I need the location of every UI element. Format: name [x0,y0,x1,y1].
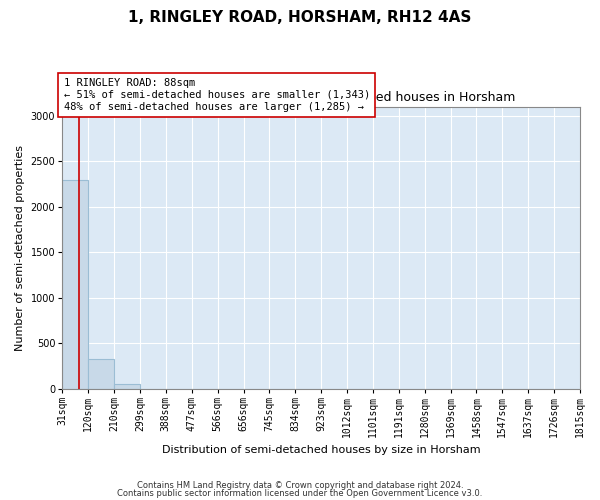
Text: 1, RINGLEY ROAD, HORSHAM, RH12 4AS: 1, RINGLEY ROAD, HORSHAM, RH12 4AS [128,10,472,25]
Title: Size of property relative to semi-detached houses in Horsham: Size of property relative to semi-detach… [127,92,515,104]
X-axis label: Distribution of semi-detached houses by size in Horsham: Distribution of semi-detached houses by … [162,445,481,455]
Text: Contains public sector information licensed under the Open Government Licence v3: Contains public sector information licen… [118,488,482,498]
Bar [62,180,88,388]
Bar [88,358,114,388]
Bar [114,384,140,388]
Text: Contains HM Land Registry data © Crown copyright and database right 2024.: Contains HM Land Registry data © Crown c… [137,481,463,490]
Text: 1 RINGLEY ROAD: 88sqm
← 51% of semi-detached houses are smaller (1,343)
48% of s: 1 RINGLEY ROAD: 88sqm ← 51% of semi-deta… [64,78,370,112]
Y-axis label: Number of semi-detached properties: Number of semi-detached properties [15,145,25,351]
